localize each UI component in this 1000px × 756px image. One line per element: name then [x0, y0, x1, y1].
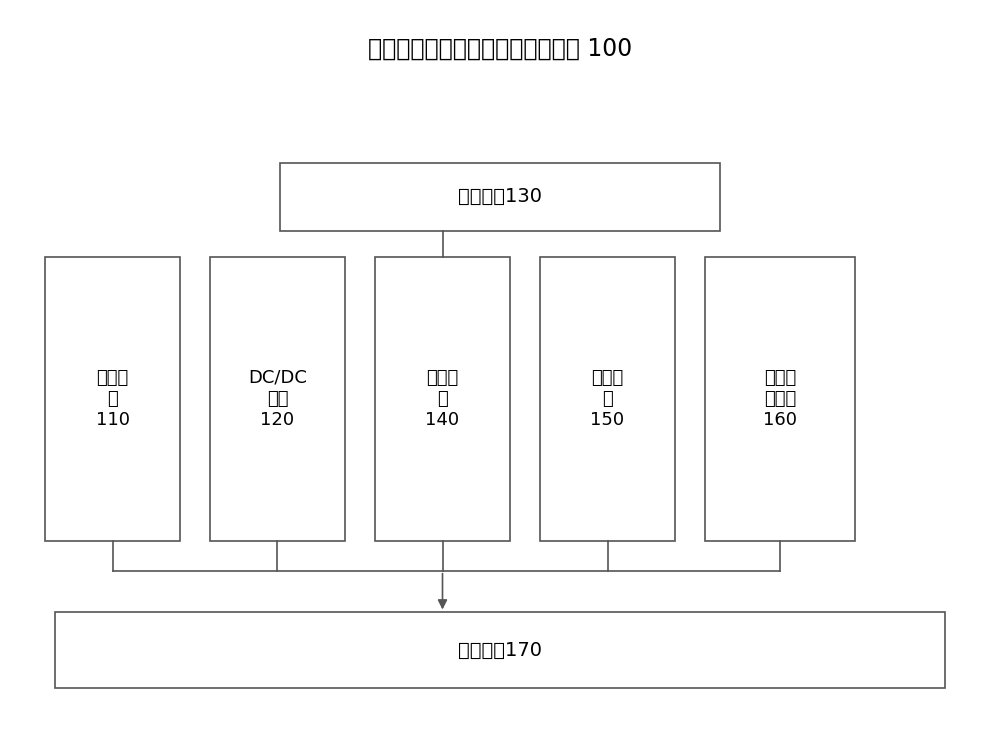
Text: 采样模块130: 采样模块130 [458, 187, 542, 206]
Text: 充电模
块
110: 充电模 块 110 [96, 369, 130, 429]
Text: 接口模
块
150: 接口模 块 150 [590, 369, 625, 429]
Text: 控制模块170: 控制模块170 [458, 640, 542, 660]
Text: 中断控
制模块
160: 中断控 制模块 160 [763, 369, 797, 429]
Bar [45, 257, 180, 541]
Bar [540, 257, 675, 541]
Bar [375, 257, 510, 541]
Bar [280, 163, 720, 231]
Bar [55, 612, 945, 688]
Text: 具有充放电及电量检测功能的芯片 100: 具有充放电及电量检测功能的芯片 100 [368, 37, 632, 61]
Bar [210, 257, 345, 541]
Text: DC/DC
模块
120: DC/DC 模块 120 [248, 369, 307, 429]
Text: 转换模
块
140: 转换模 块 140 [425, 369, 460, 429]
Bar [705, 257, 855, 541]
